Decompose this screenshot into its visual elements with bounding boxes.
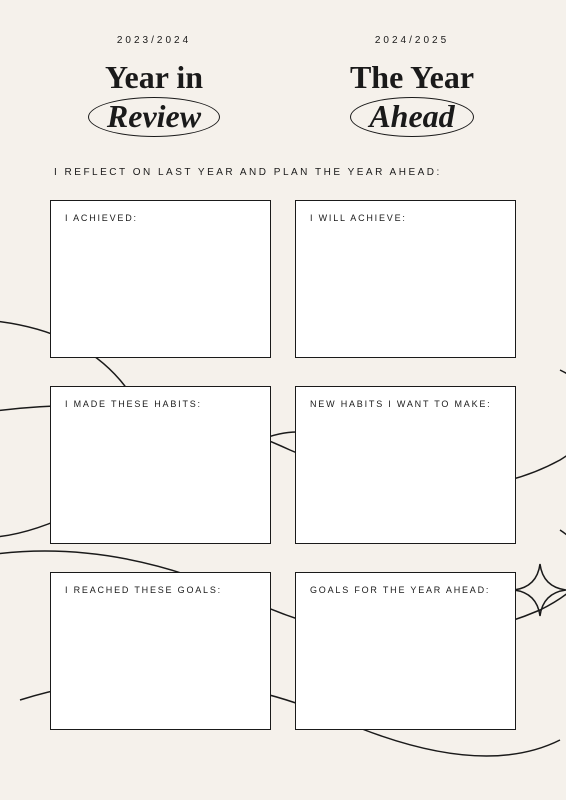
box-label-goals-ahead: GOALS FOR THE YEAR AHEAD: <box>310 585 501 595</box>
title-left-line1: Year in <box>50 60 258 95</box>
box-achieved: I ACHIEVED: <box>50 200 271 358</box>
boxes-grid: I ACHIEVED: I WILL ACHIEVE: I MADE THESE… <box>50 200 516 730</box>
box-label-made-habits: I MADE THESE HABITS: <box>65 399 256 409</box>
box-goals-ahead: GOALS FOR THE YEAR AHEAD: <box>295 572 516 730</box>
year-label-right: 2024/2025 <box>308 35 516 46</box>
box-label-reached-goals: I REACHED THESE GOALS: <box>65 585 256 595</box>
title-right-line2: Ahead <box>369 98 454 134</box>
header-left: 2023/2024 Year in Review <box>50 35 258 137</box>
title-left-line2-oval: Review <box>88 97 220 137</box>
page-content: 2023/2024 Year in Review 2024/2025 The Y… <box>0 0 566 760</box>
box-label-achieved: I ACHIEVED: <box>65 213 256 223</box>
box-new-habits: NEW HABITS I WANT TO MAKE: <box>295 386 516 544</box>
box-label-new-habits: NEW HABITS I WANT TO MAKE: <box>310 399 501 409</box>
title-right-line2-oval: Ahead <box>350 97 473 137</box>
header-right: 2024/2025 The Year Ahead <box>308 35 516 137</box>
box-made-habits: I MADE THESE HABITS: <box>50 386 271 544</box>
title-right-line1: The Year <box>308 60 516 95</box>
title-left-line2: Review <box>107 98 201 134</box>
year-label-left: 2023/2024 <box>50 35 258 46</box>
box-will-achieve: I WILL ACHIEVE: <box>295 200 516 358</box>
box-reached-goals: I REACHED THESE GOALS: <box>50 572 271 730</box>
box-label-will-achieve: I WILL ACHIEVE: <box>310 213 501 223</box>
headers-row: 2023/2024 Year in Review 2024/2025 The Y… <box>50 35 516 137</box>
subtitle: I REFLECT ON LAST YEAR AND PLAN THE YEAR… <box>50 167 516 178</box>
